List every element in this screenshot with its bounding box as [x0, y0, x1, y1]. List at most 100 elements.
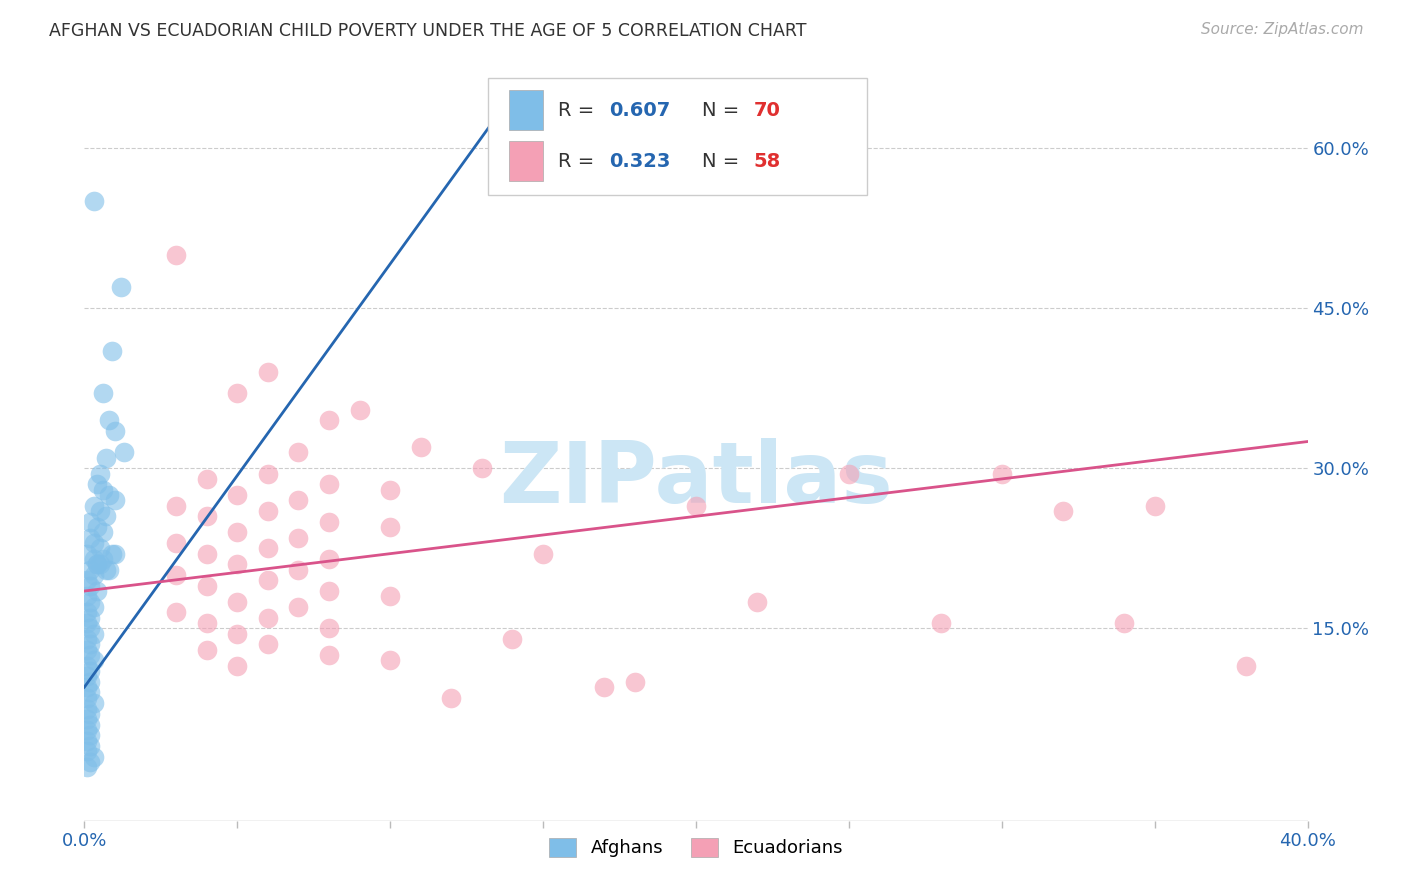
Point — [79, 648, 101, 662]
Point — [86, 584, 108, 599]
Point — [226, 488, 249, 502]
Point — [226, 525, 249, 540]
Text: R =: R = — [558, 101, 600, 120]
Point — [97, 488, 120, 502]
Legend: Afghans, Ecuadorians: Afghans, Ecuadorians — [543, 830, 849, 864]
Point — [747, 595, 769, 609]
Point — [685, 499, 707, 513]
Point — [79, 728, 101, 742]
Point — [76, 701, 98, 715]
FancyBboxPatch shape — [509, 90, 543, 130]
Point — [76, 547, 98, 561]
Point — [76, 690, 98, 705]
Point — [79, 531, 101, 545]
Text: Source: ZipAtlas.com: Source: ZipAtlas.com — [1201, 22, 1364, 37]
Point — [257, 637, 280, 651]
Point — [79, 637, 101, 651]
Point — [89, 467, 111, 481]
Point — [91, 386, 114, 401]
Point — [97, 413, 120, 427]
Point — [79, 674, 101, 689]
Point — [380, 483, 402, 497]
Point — [257, 541, 280, 556]
Text: ZIPatlas: ZIPatlas — [499, 438, 893, 521]
Point — [79, 755, 101, 769]
Point — [83, 749, 105, 764]
Point — [318, 515, 340, 529]
Point — [165, 606, 187, 620]
Point — [79, 515, 101, 529]
Point — [471, 461, 494, 475]
Point — [79, 595, 101, 609]
Point — [195, 642, 218, 657]
Point — [502, 632, 524, 646]
Point — [101, 343, 124, 358]
Point — [195, 616, 218, 631]
Text: 0.323: 0.323 — [609, 152, 671, 170]
Point — [83, 600, 105, 615]
Point — [91, 483, 114, 497]
Point — [991, 467, 1014, 481]
Point — [112, 445, 135, 459]
Point — [257, 504, 280, 518]
Point — [83, 499, 105, 513]
Point — [91, 525, 114, 540]
Point — [287, 531, 309, 545]
Text: R =: R = — [558, 152, 600, 170]
Point — [94, 450, 117, 465]
Point — [380, 590, 402, 604]
Point — [165, 536, 187, 550]
Point — [79, 563, 101, 577]
Point — [86, 520, 108, 534]
Point — [257, 574, 280, 588]
Point — [89, 504, 111, 518]
Point — [83, 568, 105, 582]
Point — [76, 733, 98, 747]
Point — [89, 558, 111, 572]
Point — [257, 365, 280, 379]
Point — [226, 595, 249, 609]
Text: 70: 70 — [754, 101, 780, 120]
Point — [195, 547, 218, 561]
Point — [226, 386, 249, 401]
Point — [83, 536, 105, 550]
Point — [440, 690, 463, 705]
Point — [287, 493, 309, 508]
Point — [76, 744, 98, 758]
Point — [380, 653, 402, 667]
Point — [76, 616, 98, 631]
Point — [318, 648, 340, 662]
Point — [79, 685, 101, 699]
Point — [165, 499, 187, 513]
Point — [76, 723, 98, 737]
Point — [593, 680, 616, 694]
Point — [287, 563, 309, 577]
Point — [83, 552, 105, 566]
Point — [624, 674, 647, 689]
Point — [165, 247, 187, 261]
Point — [76, 680, 98, 694]
Point — [1052, 504, 1074, 518]
Point — [287, 445, 309, 459]
Point — [76, 658, 98, 673]
Point — [104, 547, 127, 561]
Point — [89, 541, 111, 556]
Point — [86, 558, 108, 572]
Point — [195, 472, 218, 486]
Point — [1143, 499, 1166, 513]
Point — [83, 653, 105, 667]
Point — [195, 579, 218, 593]
FancyBboxPatch shape — [509, 141, 543, 181]
Point — [409, 440, 432, 454]
Point — [838, 467, 860, 481]
Point — [79, 579, 101, 593]
Point — [226, 626, 249, 640]
Point — [76, 606, 98, 620]
Point — [76, 590, 98, 604]
Point — [76, 632, 98, 646]
Point — [97, 563, 120, 577]
Point — [83, 696, 105, 710]
Point — [94, 509, 117, 524]
Point — [318, 584, 340, 599]
Point — [83, 194, 105, 209]
